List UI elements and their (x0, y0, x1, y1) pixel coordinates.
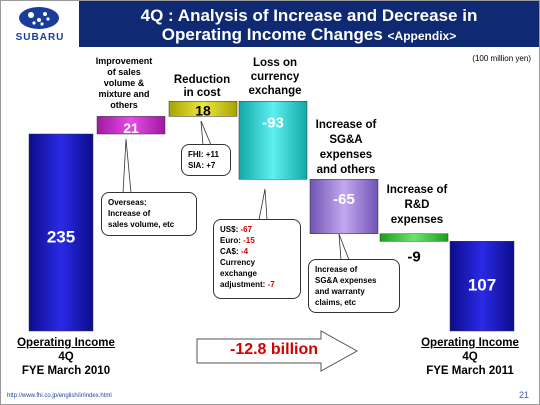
callout-currency-line: CA$: -4 (220, 246, 294, 257)
page-number: 21 (518, 390, 529, 400)
callout-overseas-line: Increase of (108, 209, 151, 218)
label-sga-line: expenses (319, 149, 373, 161)
bar-value-label: 235 (47, 227, 75, 246)
callout-sia: SIA: +7 (188, 161, 216, 170)
callout-currency-line: Currency (220, 258, 256, 267)
page-title: 4Q : Analysis of Increase and Decrease i… (140, 6, 478, 25)
callout-sga-line: Increase of (315, 265, 358, 274)
footer-url[interactable]: http://www.fhi.co.jp/english/ir/index.ht… (7, 393, 112, 399)
label-left-total: Operating Income 4Q FYE March 2010 (1, 336, 131, 378)
callout-sga-line: and warranty (315, 287, 365, 296)
title-line2-text: Operating Income Changes (161, 25, 383, 44)
label-sga: Increase of SG&A expenses and others (303, 118, 389, 178)
left-total-line: FYE March 2010 (21, 365, 111, 377)
callout-sga-line: claims, etc (315, 298, 356, 307)
callout-cost-pointer (200, 120, 212, 146)
currency-label: US$: (220, 225, 239, 234)
right-total-title: Operating Income (421, 337, 519, 349)
callout-currency-line: Euro: -15 (220, 235, 294, 246)
bar-value-label: -93 (262, 114, 284, 131)
callout-overseas-pointer (122, 138, 132, 194)
label-loss-line: exchange (248, 85, 302, 97)
callout-currency-pointer (258, 188, 268, 221)
bar-value-label: 21 (123, 120, 139, 136)
bar-3 (238, 101, 308, 180)
left-total-line: 4Q (58, 351, 74, 363)
currency-value: -67 (240, 225, 253, 234)
label-sga-line: SG&A (329, 134, 363, 146)
logo-text: SUBARU (15, 32, 65, 43)
label-reduction: Reduction in cost (164, 74, 240, 100)
currency-value: -15 (243, 236, 255, 245)
label-loss-line: currency (250, 71, 300, 83)
bar-6 (449, 241, 515, 332)
label-improvement-line: volume & (103, 78, 145, 88)
label-rnd-line: expenses (390, 214, 444, 226)
callout-currency: US$: -67 Euro: -15 CA$: -4 Currency exch… (213, 219, 301, 299)
callout-sga: Increase of SG&A expenses and warranty c… (308, 259, 400, 313)
callout-fhi: FHI: +11 (188, 150, 219, 159)
currency-value: -4 (240, 247, 249, 256)
label-improvement: Improvement of sales volume & mixture an… (91, 56, 157, 111)
callout-cost: FHI: +11 SIA: +7 (181, 144, 231, 176)
callout-overseas-line: sales volume, etc (108, 220, 175, 229)
label-loss-line: Loss on (252, 57, 298, 69)
callout-sga-pointer (338, 233, 350, 261)
label-improvement-line: Improvement (95, 56, 153, 66)
right-total-line: 4Q (462, 351, 478, 363)
bar-5 (379, 233, 449, 242)
units-label: (100 million yen) (472, 54, 531, 63)
bar-value-label: -9 (407, 248, 420, 265)
callout-sga-line: SG&A expenses (315, 276, 377, 285)
label-sga-line: Increase of (315, 119, 377, 131)
label-rnd: Increase of R&D expenses (375, 183, 459, 228)
bar-value-label: 18 (195, 102, 211, 118)
label-loss: Loss on currency exchange (233, 56, 317, 98)
bar-4 (309, 179, 379, 235)
bar-value-label: 107 (468, 276, 496, 295)
label-rnd-line: Increase of (386, 184, 448, 196)
bar-2 (168, 101, 238, 117)
total-change-label: -12.8 billion (229, 341, 318, 358)
callout-currency-line: US$: -67 (220, 224, 294, 235)
label-improvement-line: of sales (107, 67, 141, 77)
callout-currency-line: exchange (220, 269, 257, 278)
left-total-title: Operating Income (17, 337, 115, 349)
title-tag: <Appendix> (387, 29, 457, 43)
label-right-total: Operating Income 4Q FYE March 2011 (406, 336, 534, 378)
currency-adj-value: -7 (267, 280, 275, 289)
subaru-logo: SUBARU (1, 1, 79, 47)
currency-adj-label: adjustment: (220, 280, 266, 289)
bar-1 (96, 116, 166, 135)
label-improvement-line: others (110, 100, 138, 110)
currency-label: Euro: (220, 236, 241, 245)
callout-currency-line: adjustment: -7 (220, 279, 294, 290)
page-title-line2: Operating Income Changes <Appendix> (79, 25, 539, 45)
label-reduction-line: Reduction (173, 74, 231, 86)
title-bar (79, 1, 539, 47)
callout-overseas-line: Overseas: (108, 198, 147, 207)
label-reduction-line: in cost (183, 87, 221, 99)
label-rnd-line: R&D (404, 199, 430, 211)
subaru-emblem-icon (19, 7, 59, 29)
bar-value-label: -65 (333, 191, 355, 208)
callout-overseas: Overseas: Increase of sales volume, etc (101, 192, 197, 236)
right-total-line: FYE March 2011 (426, 365, 514, 377)
currency-label: CA$: (220, 247, 239, 256)
label-improvement-line: mixture and (98, 89, 150, 99)
total-change-arrow (196, 330, 359, 372)
bar-0 (28, 133, 94, 332)
label-sga-line: and others (316, 164, 376, 176)
